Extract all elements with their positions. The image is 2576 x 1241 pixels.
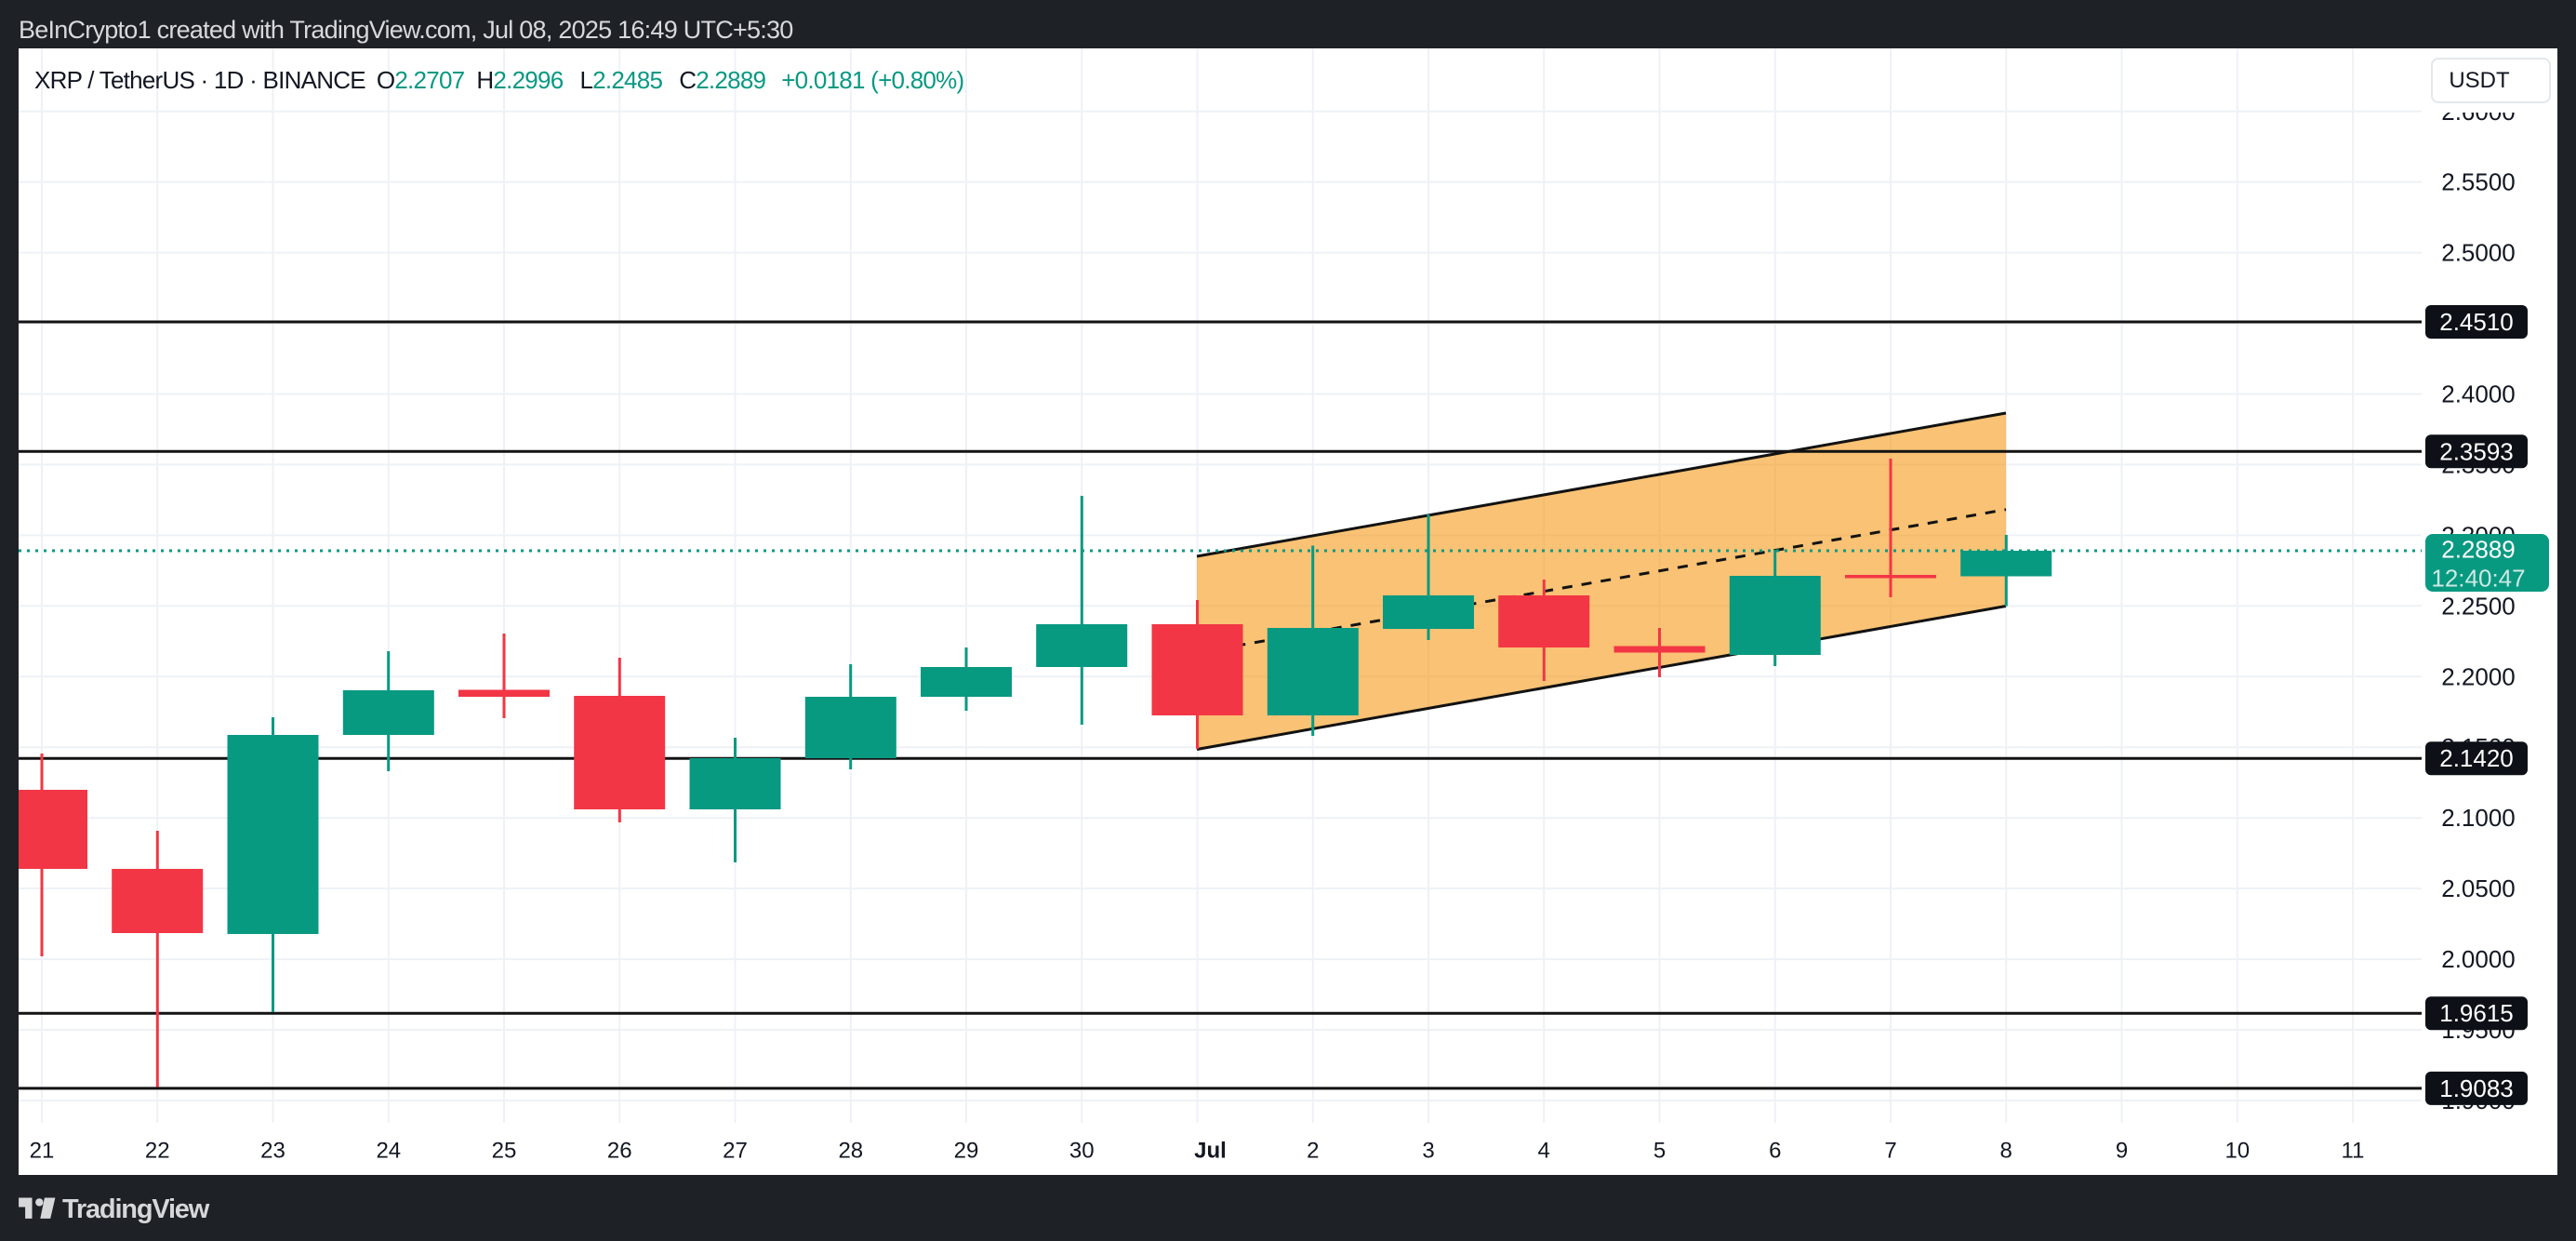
svg-text:5: 5 [1653,1139,1666,1164]
svg-text:2.5000: 2.5000 [2441,239,2516,267]
svg-text:3: 3 [1422,1139,1434,1164]
svg-text:12:40:47: 12:40:47 [2431,565,2525,593]
svg-text:8: 8 [2000,1139,2012,1164]
svg-text:28: 28 [838,1139,863,1164]
svg-text:4: 4 [1538,1139,1550,1164]
svg-text:25: 25 [492,1139,517,1164]
svg-text:26: 26 [607,1139,632,1164]
svg-text:2.1420: 2.1420 [2439,744,2514,772]
svg-text:24: 24 [376,1139,401,1164]
svg-text:2.3593: 2.3593 [2439,437,2514,465]
svg-text:2.0000: 2.0000 [2441,945,2516,973]
svg-text:2.0500: 2.0500 [2441,874,2516,902]
svg-text:9: 9 [2116,1139,2128,1164]
svg-text:6: 6 [1769,1139,1781,1164]
svg-text:2.4510: 2.4510 [2439,308,2514,336]
svg-text:23: 23 [260,1139,285,1164]
svg-text:2.2000: 2.2000 [2441,662,2516,690]
svg-text:2.1000: 2.1000 [2441,804,2516,832]
svg-text:2: 2 [1307,1139,1319,1164]
svg-text:TradingView: TradingView [62,1194,210,1224]
svg-text:1.9615: 1.9615 [2439,999,2514,1027]
svg-text:2.2500: 2.2500 [2441,592,2516,620]
svg-text:10: 10 [2224,1139,2250,1164]
svg-text:7: 7 [1884,1139,1896,1164]
svg-text:2.4000: 2.4000 [2441,380,2516,408]
svg-text:2.2889: 2.2889 [2441,536,2516,564]
svg-text:27: 27 [723,1139,748,1164]
svg-text:30: 30 [1069,1139,1095,1164]
svg-text:Jul: Jul [1194,1139,1227,1164]
svg-text:1.9083: 1.9083 [2439,1074,2514,1102]
svg-text:11: 11 [2342,1139,2365,1164]
svg-text:29: 29 [954,1139,979,1164]
svg-text:21: 21 [30,1139,55,1164]
svg-text:2.5500: 2.5500 [2441,168,2516,196]
svg-text:22: 22 [145,1139,170,1164]
